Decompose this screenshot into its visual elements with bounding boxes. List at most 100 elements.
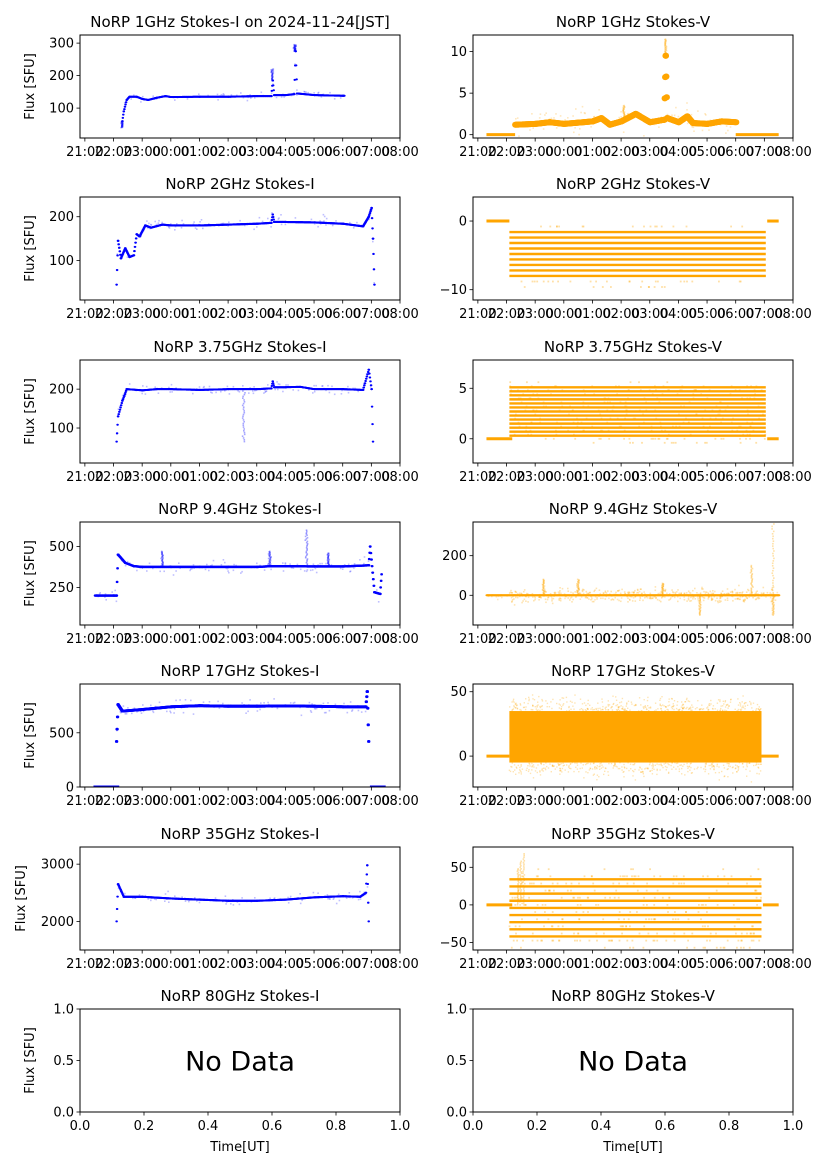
- data-point: [555, 429, 557, 432]
- data-point: [755, 385, 758, 388]
- data-point: [660, 425, 662, 428]
- data-point: [306, 544, 308, 546]
- data-point: [646, 264, 649, 266]
- data-point: [661, 582, 664, 585]
- data-point: [665, 45, 668, 48]
- data-point: [122, 122, 124, 125]
- data-point: [639, 597, 642, 599]
- data-point: [661, 594, 664, 596]
- data-point: [676, 595, 679, 598]
- x-tick-label: 08:00: [381, 145, 418, 160]
- data-point: [618, 116, 620, 119]
- data-point: [277, 388, 279, 391]
- data-point: [327, 556, 329, 558]
- data-point: [662, 584, 664, 586]
- data-point: [644, 596, 646, 599]
- data-point: [591, 269, 594, 272]
- data-point: [570, 591, 572, 594]
- data-point: [639, 596, 641, 598]
- data-point: [624, 405, 626, 408]
- data-point: [687, 598, 690, 601]
- data-point: [772, 567, 775, 569]
- data-point: [539, 596, 542, 599]
- data-point: [665, 40, 667, 43]
- data-point: [568, 413, 570, 416]
- data-point: [686, 594, 689, 596]
- data-point: [530, 433, 533, 436]
- data-point: [357, 390, 359, 393]
- data-point: [695, 389, 697, 392]
- data-point: [535, 269, 537, 272]
- data-point: [664, 43, 667, 46]
- data-point: [122, 125, 124, 128]
- data-point: [253, 386, 255, 388]
- data-point: [660, 597, 663, 599]
- data-point: [624, 401, 627, 404]
- data-point: [664, 44, 667, 47]
- data-point: [227, 225, 229, 227]
- data-point: [373, 282, 375, 284]
- data-point: [774, 599, 777, 601]
- data-point: [661, 596, 663, 598]
- data-point: [327, 564, 330, 567]
- data-point: [162, 565, 165, 568]
- data-point: [271, 73, 274, 75]
- data-point: [550, 596, 553, 598]
- data-point: [530, 385, 533, 388]
- data-point: [623, 120, 625, 123]
- data-point: [269, 553, 271, 556]
- data-point: [627, 592, 630, 595]
- data-point: [698, 264, 701, 266]
- data-point: [549, 242, 552, 244]
- data-point: [745, 596, 748, 598]
- data-point: [534, 596, 536, 599]
- data-point: [552, 437, 555, 440]
- x-tick-label: 02:00: [602, 632, 639, 647]
- x-tick-label: 00:00: [545, 470, 582, 485]
- data-point: [621, 588, 623, 591]
- data-point: [121, 120, 124, 123]
- subplot-title: NoRP 2GHz Stokes-V: [556, 175, 711, 193]
- data-point: [683, 405, 685, 408]
- data-point: [639, 231, 641, 233]
- x-tick-label: 08:00: [774, 470, 811, 485]
- data-point: [731, 429, 734, 432]
- data-point: [558, 593, 561, 595]
- data-point: [664, 41, 666, 43]
- data-point: [755, 598, 758, 600]
- data-point: [536, 393, 539, 396]
- data-point: [739, 598, 741, 601]
- data-point: [741, 397, 743, 400]
- data-point: [627, 597, 629, 599]
- data-point: [542, 589, 544, 592]
- data-point: [283, 96, 285, 98]
- data-point: [305, 531, 308, 534]
- data-point: [698, 606, 701, 608]
- data-point: [618, 425, 621, 428]
- data-point: [230, 94, 233, 96]
- y-tick-label: 200: [442, 549, 467, 564]
- data-point: [123, 101, 126, 104]
- data-point: [327, 556, 329, 558]
- data-point: [243, 393, 246, 396]
- data-point: [771, 533, 774, 535]
- data-point: [173, 712, 175, 714]
- data-point: [772, 555, 774, 557]
- data-point: [133, 707, 136, 709]
- data-point: [533, 253, 535, 255]
- data-point: [607, 590, 609, 592]
- data-point: [751, 592, 753, 594]
- data-point: [609, 269, 612, 272]
- subplot-title: NoRP 9.4GHz Stokes-I: [158, 500, 322, 518]
- data-point: [261, 220, 264, 223]
- data-point: [577, 592, 580, 595]
- data-point: [541, 589, 544, 591]
- data-point: [700, 595, 702, 597]
- data-point: [622, 264, 625, 266]
- x-tick-label: 00:00: [152, 470, 189, 485]
- data-point: [698, 600, 701, 603]
- data-point: [665, 275, 668, 277]
- data-point: [751, 591, 753, 593]
- data-point: [752, 595, 754, 598]
- data-point: [753, 389, 756, 392]
